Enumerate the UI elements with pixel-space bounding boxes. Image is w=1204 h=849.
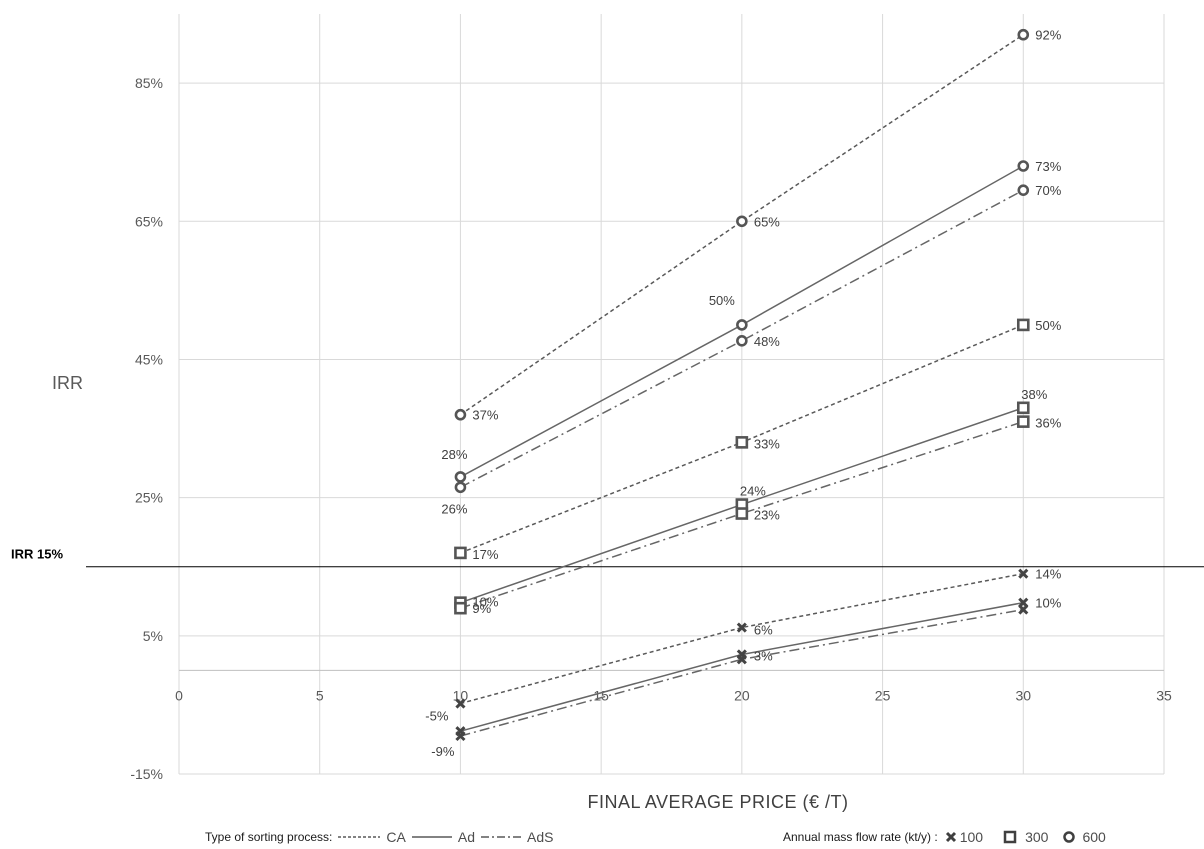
data-label: 65% [754,214,780,229]
square-marker [735,507,749,520]
cross-marker [455,698,466,709]
circle-marker [736,319,748,331]
cross-marker [736,622,747,633]
x-tick-label: 15 [593,687,609,703]
x-tick-label: 30 [1015,687,1031,703]
data-label: -5% [425,709,449,724]
legend-ca-label: CA [386,829,406,845]
data-label: 33% [754,436,780,451]
y-tick-label: 45% [135,351,163,367]
data-label: 28% [441,447,467,462]
irr-15-label: IRR 15% [11,547,63,562]
legend-process-title: Type of sorting process: [205,830,333,844]
legend-600-label: 600 [1082,829,1106,845]
data-label: 10% [472,595,498,610]
data-label: 70% [1035,183,1061,198]
circle-marker [454,471,467,483]
circle-marker [454,408,467,421]
square-marker [1016,401,1030,415]
data-label: -9% [431,744,455,759]
series-line-ca-600 [460,34,1024,416]
series-line-ads-300 [460,420,1024,609]
square-marker [1016,415,1030,428]
square-marker [735,436,749,449]
x-tick-label: 25 [875,687,891,703]
data-label: 92% [1035,28,1061,43]
legend-ads-swatch [480,836,521,838]
data-label: 24% [740,484,766,499]
square-marker [454,546,467,560]
data-label: 50% [709,293,735,308]
legend-ca-swatch [338,836,381,838]
y-tick-label: 5% [143,628,163,644]
x-tick-label: 35 [1156,687,1172,703]
legend-ad-label: Ad [457,829,475,845]
cross-marker [736,654,747,665]
data-label: 50% [1035,318,1061,333]
legend-300-label: 300 [1025,829,1049,845]
cross-marker [1018,568,1029,579]
data-label: 38% [1021,387,1047,402]
legend-process: Type of sorting process: CA Ad AdS [205,829,553,845]
circle-marker [454,481,467,494]
cross-marker [455,730,466,742]
square-marker-icon [1003,830,1017,844]
data-label: 14% [1035,567,1061,582]
data-label: 73% [1035,159,1061,174]
series-line-ads-600 [460,189,1024,488]
circle-marker [1017,28,1030,41]
series-line-ads-100 [460,608,1024,737]
data-labels: 37% 65% 92% 28% 50% 73% 26% 48% 70% 17% 33% 50% 10% 2… [425,28,1061,759]
gridlines [178,14,1165,775]
data-label: 3% [754,648,773,663]
data-label: 48% [754,334,780,349]
legend-100-label: 100 [959,829,984,845]
legend-ad-swatch [411,836,452,838]
y-tick-label: 85% [135,75,163,91]
circle-marker [736,334,748,347]
data-label: 10% [1035,596,1061,611]
cross-marker-icon [945,831,956,843]
data-label: 26% [441,501,467,516]
legend-flow-title: Annual mass flow rate (kt/y) : [783,830,938,844]
x-axis-label: FINAL AVERAGE PRICE (€ /T) [587,792,848,812]
data-label: 17% [472,547,498,562]
square-marker [454,601,467,615]
y-tick-label: 65% [135,213,163,229]
legend-ads-label: AdS [526,829,554,845]
reference-line-irr-15: IRR 15% [11,547,1204,568]
x-tick-label: 10 [453,687,469,703]
y-tick-label: -15% [130,766,163,782]
data-label: 37% [472,408,498,423]
cross-marker [1018,604,1029,615]
x-tick-label: 0 [175,687,183,703]
data-label: 9% [472,601,491,616]
x-tick-label: 5 [316,687,324,703]
y-axis-label: IRR [52,373,83,393]
circle-marker [736,215,748,228]
data-markers [454,28,1030,742]
square-marker [1016,318,1030,332]
data-label: 36% [1035,416,1061,431]
axes: 0 5 10 15 20 25 30 35 -15% 5% 25% 45% 65% 85% [130,75,1172,782]
legend-flow: Annual mass flow rate (kt/y) : 100 300 6… [783,829,1106,845]
data-label: 6% [754,623,773,638]
x-tick-label: 20 [734,687,750,703]
circle-marker [1017,160,1030,172]
y-tick-label: 25% [135,490,163,506]
circle-marker-icon [1063,831,1076,843]
data-label: 23% [754,508,780,523]
circle-marker [1017,184,1030,196]
